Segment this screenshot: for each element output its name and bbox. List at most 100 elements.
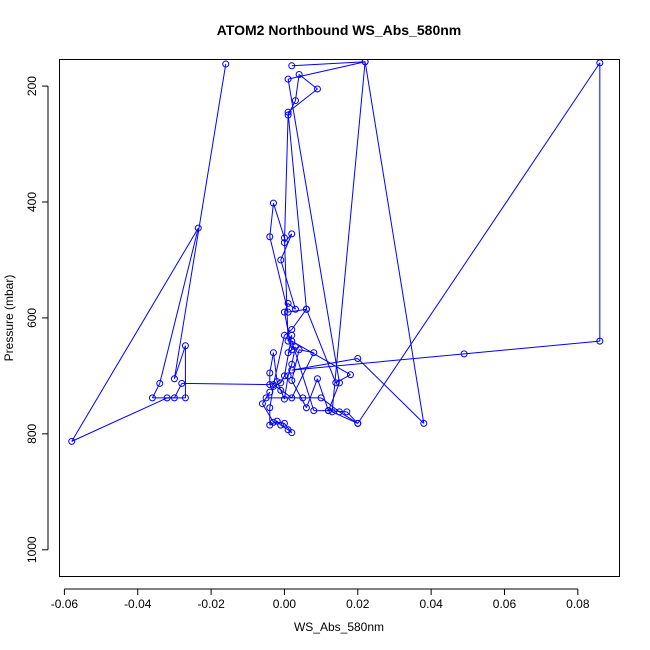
y-axis: 200 400 600 800 1000 [25, 76, 49, 563]
data-point [269, 382, 277, 390]
data-point [181, 342, 189, 350]
series-line-segment [291, 340, 351, 376]
series-line-segment [316, 378, 329, 411]
data-point [288, 366, 296, 374]
x-tick-label: 0.08 [566, 597, 590, 611]
x-tick-label: -0.02 [197, 597, 225, 611]
series-line-segment [272, 203, 285, 239]
data-point [277, 386, 285, 394]
series-line-segment [291, 349, 300, 381]
data-point [295, 346, 303, 354]
data-point [313, 85, 321, 93]
data-point [288, 377, 296, 385]
series-line-segment [283, 115, 289, 243]
data-point [163, 394, 171, 402]
data-point [302, 404, 310, 412]
x-tick-label: 0.00 [273, 597, 297, 611]
data-point [295, 70, 303, 78]
series-line-segment [269, 386, 274, 408]
data-point [266, 404, 274, 412]
data-point [354, 419, 362, 427]
x-axis-title: WS_Abs_580nm [294, 620, 384, 634]
series-line-segment [331, 61, 366, 412]
y-tick-label: 400 [25, 192, 39, 212]
data-point [170, 394, 178, 402]
series-line-segment [269, 203, 274, 237]
series-line-segment [327, 382, 340, 411]
series-line-segment [331, 411, 358, 424]
data-point [284, 372, 292, 380]
data-point [310, 407, 318, 415]
data-point [280, 308, 288, 316]
data-point [302, 305, 310, 313]
data-point [335, 379, 343, 387]
data-point [313, 375, 321, 383]
data-point [361, 60, 369, 66]
data-point [178, 379, 186, 387]
data-point [258, 400, 266, 408]
data-point [284, 337, 292, 345]
series-line-segment [71, 227, 199, 442]
series-line-segment [173, 63, 227, 379]
data-point [266, 421, 274, 429]
y-tick-label: 800 [25, 424, 39, 444]
y-axis-title: Pressure (mbar) [2, 275, 16, 362]
series-line-segment [283, 237, 289, 342]
series-line-segment [272, 335, 285, 385]
data-point [354, 354, 362, 362]
data-point [288, 346, 296, 354]
y-tick-label: 200 [25, 76, 39, 96]
series-line-segment [291, 353, 465, 371]
data-point [277, 256, 285, 264]
series-line-segment [159, 227, 199, 384]
data-point [346, 371, 354, 379]
data-point [266, 233, 274, 241]
plot-points [68, 60, 604, 445]
x-tick-label: -0.06 [51, 597, 79, 611]
x-tick-label: 0.06 [493, 597, 517, 611]
data-point [284, 75, 292, 83]
data-point [269, 349, 277, 357]
data-point [420, 419, 428, 427]
data-point [332, 379, 340, 387]
series-line-segment [305, 309, 337, 384]
data-point [280, 395, 288, 403]
data-point [170, 375, 178, 383]
series-line-segment [291, 357, 358, 371]
series-line-segment [357, 62, 601, 424]
series-line-segment [305, 378, 318, 408]
data-point [181, 394, 189, 402]
x-tick-label: 0.04 [419, 597, 443, 611]
series-line-segment [291, 308, 307, 330]
data-point [284, 108, 292, 116]
plot-lines [71, 61, 601, 442]
data-point [280, 419, 288, 427]
data-point [335, 408, 343, 416]
series-line-segment [71, 397, 168, 442]
series-line-segment [464, 340, 600, 355]
data-point [299, 394, 307, 402]
data-point [460, 350, 468, 358]
data-point [148, 394, 156, 402]
series-line-segment [287, 303, 296, 310]
data-point [280, 331, 288, 339]
data-point [266, 381, 274, 389]
data-point [277, 379, 285, 387]
data-point [266, 369, 274, 377]
data-point [288, 62, 296, 70]
series-line-segment [280, 424, 289, 431]
series-line-segment [287, 429, 293, 434]
data-point [284, 426, 292, 434]
x-axis: -0.06 -0.04 -0.02 0.00 0.02 0.04 0.06 0.08 [51, 588, 590, 611]
series-line-segment [291, 340, 315, 411]
x-tick-label: 0.02 [346, 597, 370, 611]
data-point [596, 337, 604, 345]
series-line-segment [280, 259, 296, 310]
data-point [68, 437, 76, 445]
series-line-segment [287, 61, 366, 80]
data-point [269, 199, 277, 207]
series-line-segment [364, 61, 425, 424]
series-line-segment [181, 382, 270, 386]
data-point [291, 97, 299, 105]
